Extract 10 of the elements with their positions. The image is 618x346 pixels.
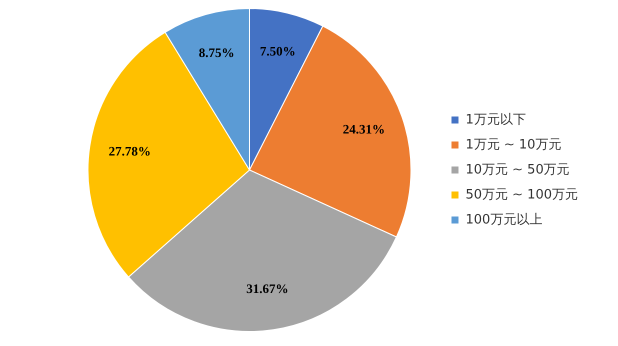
data-label: 7.50% <box>260 44 296 59</box>
legend-label: 10万元 ~ 50万元 <box>465 162 570 178</box>
legend-label: 1万元以下 <box>465 112 526 128</box>
legend-label: 1万元 ~ 10万元 <box>465 137 562 152</box>
data-label: 8.75% <box>198 44 234 60</box>
data-label: 31.67% <box>246 281 289 296</box>
legend-label: 100万元以上 <box>465 212 542 228</box>
data-label: 27.78% <box>108 143 151 158</box>
legend-label: 50万元 ~ 100万元 <box>465 187 578 202</box>
data-label: 24.31% <box>342 121 385 136</box>
